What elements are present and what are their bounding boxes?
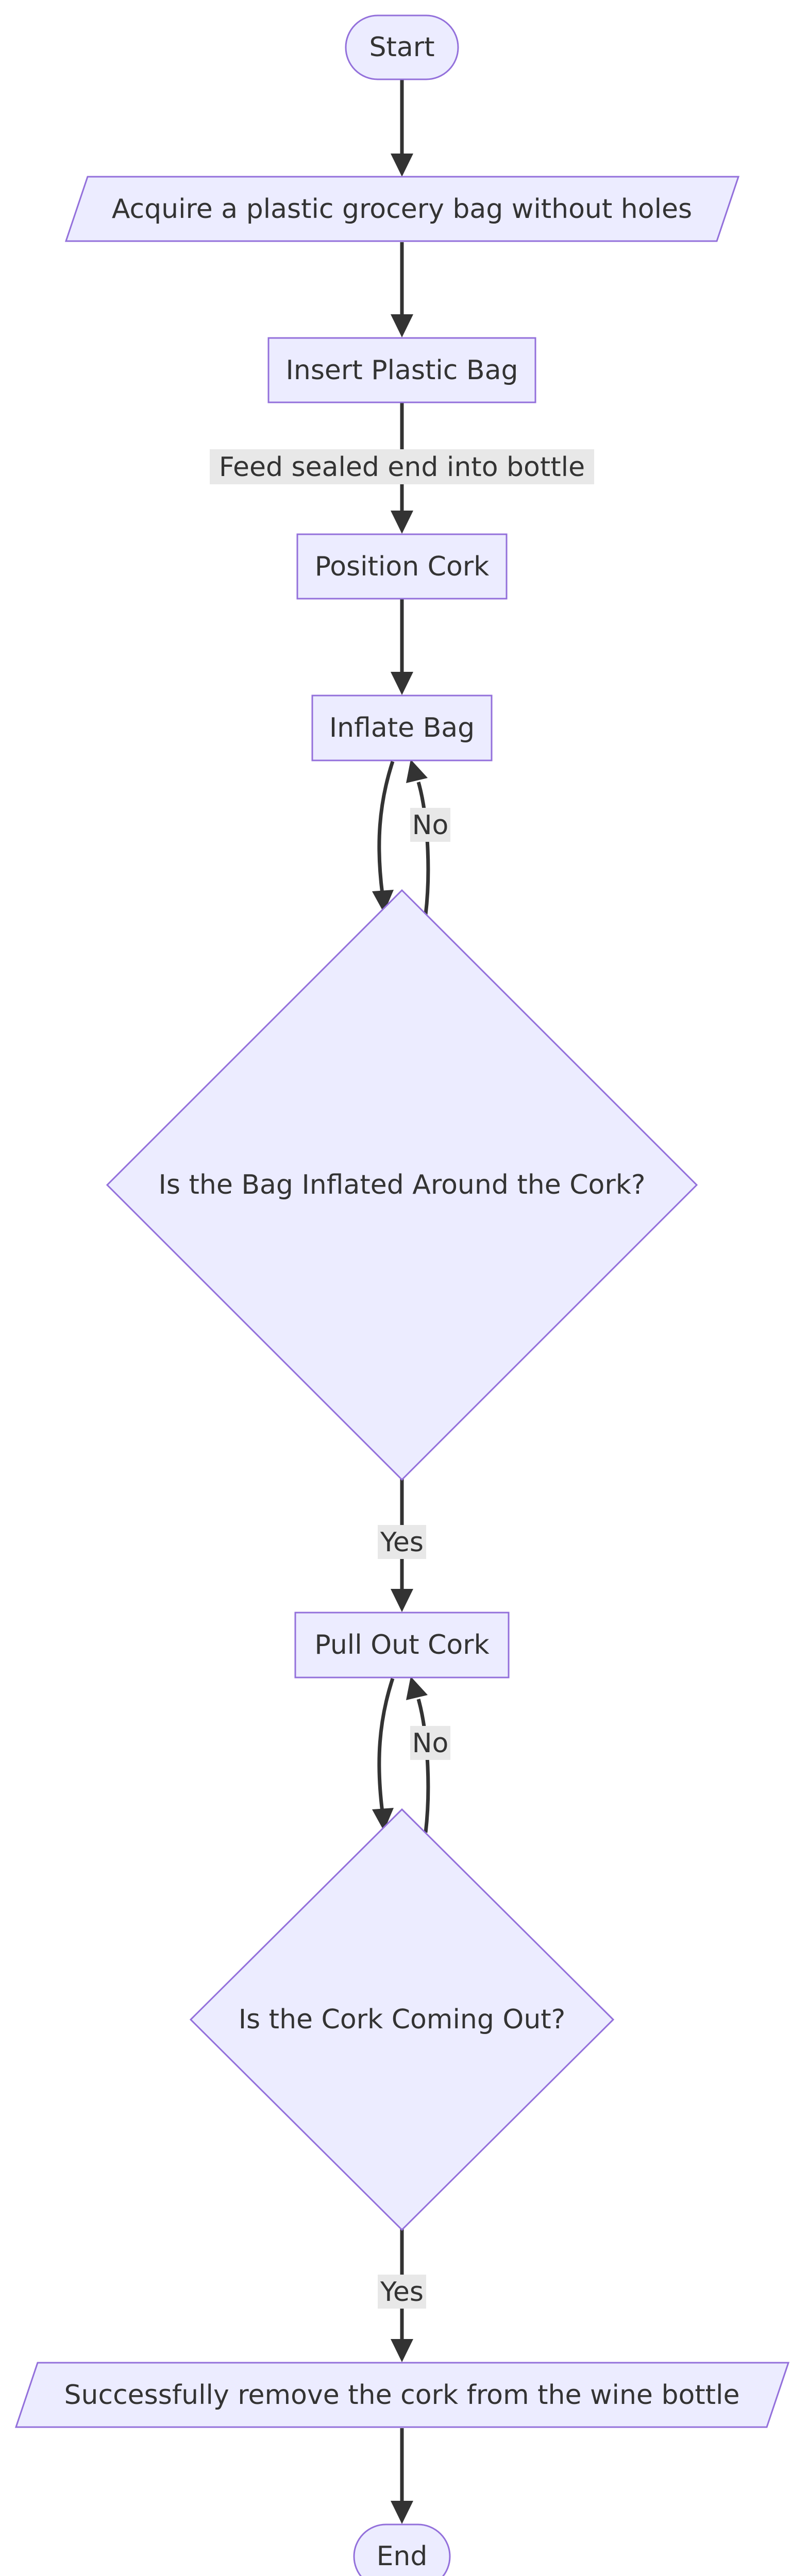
edge-label-inflated-no: No bbox=[410, 808, 450, 842]
node-inflate-label: Inflate Bag bbox=[329, 713, 475, 743]
edge-label-coming-out-yes: Yes bbox=[378, 2275, 426, 2309]
node-success-label: Successfully remove the cork from the wi… bbox=[64, 2380, 740, 2411]
node-decision-coming-out-label: Is the Cork Coming Out? bbox=[239, 2004, 566, 2035]
edge-success-to-end bbox=[391, 2428, 413, 2524]
edge-pull-to-decision-coming-out bbox=[372, 1677, 395, 1831]
node-insert-label: Insert Plastic Bag bbox=[286, 355, 518, 386]
edge-start-to-acquire bbox=[391, 80, 413, 177]
node-start: Start bbox=[345, 14, 459, 80]
edge-acquire-to-insert bbox=[391, 242, 413, 337]
edge-label-inflated-yes: Yes bbox=[378, 1525, 426, 1559]
node-acquire: Acquire a plastic grocery bag without ho… bbox=[64, 176, 740, 242]
node-end: End bbox=[353, 2523, 451, 2576]
node-end-label: End bbox=[377, 2541, 428, 2572]
node-acquire-label: Acquire a plastic grocery bag without ho… bbox=[112, 194, 692, 225]
node-position-label: Position Cork bbox=[315, 551, 490, 582]
edge-decision-coming-out-no bbox=[406, 1676, 430, 1833]
node-pull-label: Pull Out Cork bbox=[314, 1630, 489, 1660]
edge-inflate-to-decision-inflated bbox=[372, 760, 395, 913]
node-decision-inflated: Is the Bag Inflated Around the Cork? bbox=[106, 889, 698, 1481]
edge-decision-inflated-no bbox=[406, 759, 430, 915]
node-decision-coming-out: Is the Cork Coming Out? bbox=[189, 1808, 615, 2231]
edge-labels: Feed sealed end into bottle No Yes No Ye… bbox=[210, 449, 594, 2309]
edge-label-feed-sealed-end-text: Feed sealed end into bottle bbox=[219, 452, 585, 483]
edge-label-coming-out-no: No bbox=[410, 1726, 450, 1760]
node-success: Successfully remove the cork from the wi… bbox=[14, 2362, 790, 2428]
edge-label-inflated-yes-text: Yes bbox=[380, 1527, 424, 1558]
edge-label-feed-sealed-end: Feed sealed end into bottle bbox=[210, 449, 594, 484]
node-start-label: Start bbox=[369, 32, 434, 63]
node-inflate: Inflate Bag bbox=[311, 694, 493, 761]
node-decision-inflated-label: Is the Bag Inflated Around the Cork? bbox=[159, 1170, 646, 1200]
nodes: Start Acquire a plastic grocery bag with… bbox=[14, 14, 790, 2576]
edge-label-coming-out-yes-text: Yes bbox=[380, 2277, 424, 2308]
edges bbox=[372, 80, 430, 2524]
edge-position-to-inflate bbox=[391, 599, 413, 695]
node-position: Position Cork bbox=[296, 533, 508, 600]
edge-label-inflated-no-text: No bbox=[412, 810, 449, 841]
edge-label-coming-out-no-text: No bbox=[412, 1728, 449, 1759]
node-insert: Insert Plastic Bag bbox=[267, 337, 536, 403]
node-pull: Pull Out Cork bbox=[294, 1612, 510, 1679]
